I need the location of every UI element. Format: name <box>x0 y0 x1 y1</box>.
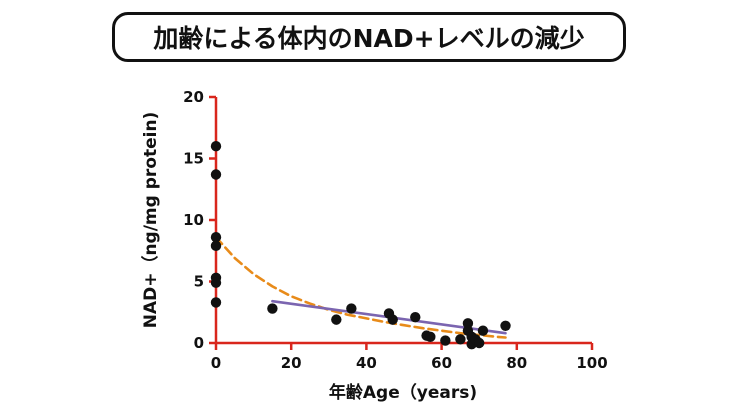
data-point <box>477 325 489 336</box>
exponential-fit-line <box>214 235 507 339</box>
x-tick-label: 0 <box>211 354 221 372</box>
chart-title-box: 加齢による体内のNAD+レベルの減少 <box>112 12 626 62</box>
data-point <box>462 318 474 329</box>
data-point <box>210 169 222 180</box>
data-point <box>410 311 421 323</box>
tick-labels: 0 5 10 15 20 0 20 40 60 80 100 <box>183 88 608 372</box>
data-point <box>210 297 222 308</box>
data-point <box>210 240 222 252</box>
x-tick-label: 40 <box>356 354 377 372</box>
data-point <box>500 320 511 331</box>
x-tick-label: 100 <box>576 354 607 372</box>
x-tick-label: 20 <box>281 354 302 372</box>
data-point <box>455 334 466 345</box>
data-point <box>267 303 278 314</box>
fit-curves <box>214 235 507 339</box>
data-point <box>331 314 342 325</box>
y-tick-label: 0 <box>194 334 204 352</box>
y-tick-label: 5 <box>194 273 204 291</box>
y-tick-label: 20 <box>183 88 204 106</box>
x-axis-title: 年齢Age（years) <box>329 382 477 403</box>
data-points <box>210 141 511 350</box>
chart-title: 加齢による体内のNAD+レベルの減少 <box>153 24 585 53</box>
y-axis-title: NAD+（ng/mg protein) <box>140 112 161 329</box>
x-tick-label: 80 <box>506 354 527 372</box>
y-tick-label: 15 <box>183 150 204 168</box>
data-point <box>210 277 222 288</box>
data-point <box>210 232 222 243</box>
y-tick-label: 10 <box>183 211 204 229</box>
data-point <box>346 303 357 314</box>
x-tick-label: 60 <box>431 354 452 372</box>
data-point <box>425 331 436 343</box>
data-point <box>474 337 485 349</box>
data-point <box>210 141 222 152</box>
data-point <box>440 335 451 346</box>
data-point <box>387 314 398 325</box>
axes <box>209 95 594 350</box>
